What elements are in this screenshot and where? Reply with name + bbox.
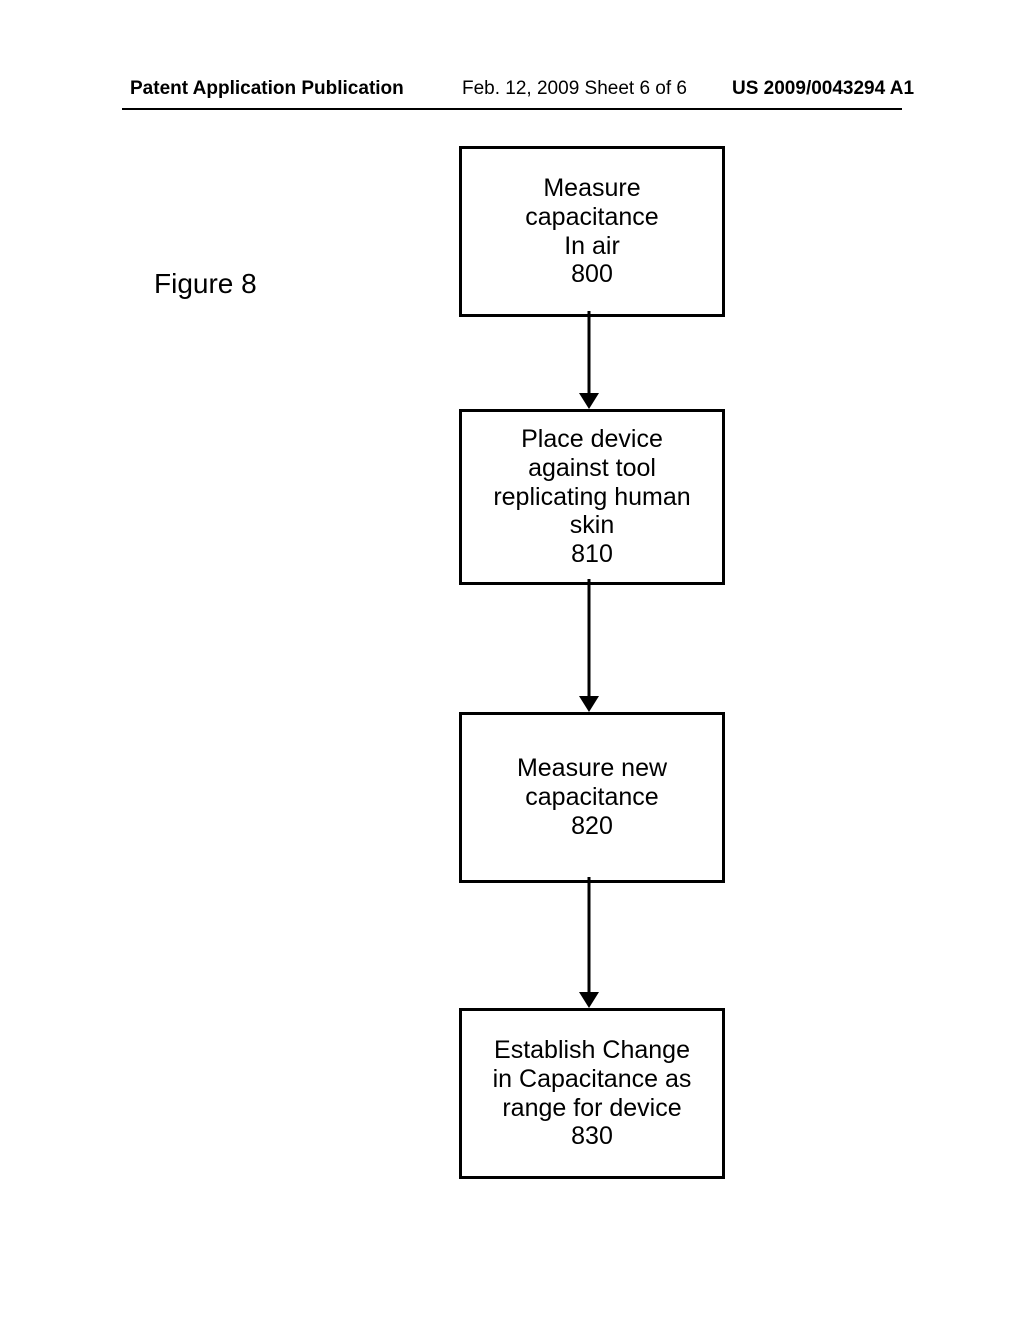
header-rule bbox=[122, 108, 902, 110]
flow-arrow bbox=[569, 311, 609, 409]
flow-box-line: Measure bbox=[543, 174, 640, 203]
flow-box-line: Place device bbox=[521, 425, 663, 454]
flow-box-box-800: MeasurecapacitanceIn air800 bbox=[459, 146, 725, 317]
flow-box-line: 800 bbox=[571, 260, 613, 289]
flow-box-line: Establish Change bbox=[494, 1036, 690, 1065]
flow-box-line: 830 bbox=[571, 1122, 613, 1151]
flow-box-box-810: Place deviceagainst toolreplicating huma… bbox=[459, 409, 725, 585]
flow-box-line: replicating human bbox=[493, 483, 690, 512]
flow-box-line: range for device bbox=[502, 1094, 681, 1123]
figure-label: Figure 8 bbox=[154, 268, 257, 300]
flow-arrow bbox=[569, 579, 609, 712]
flow-arrow bbox=[569, 877, 609, 1008]
flow-box-line: capacitance bbox=[525, 783, 658, 812]
flow-box-line: Measure new bbox=[517, 754, 667, 783]
header-left-text: Patent Application Publication bbox=[130, 78, 404, 100]
flow-box-line: 820 bbox=[571, 812, 613, 841]
flow-box-box-830: Establish Changein Capacitance asrange f… bbox=[459, 1008, 725, 1179]
flow-box-line: In air bbox=[564, 232, 620, 261]
flow-box-line: in Capacitance as bbox=[493, 1065, 692, 1094]
header-center-text: Feb. 12, 2009 Sheet 6 of 6 bbox=[462, 78, 687, 100]
flow-box-box-820: Measure newcapacitance820 bbox=[459, 712, 725, 883]
flow-box-line: against tool bbox=[528, 454, 656, 483]
flow-box-line: skin bbox=[570, 511, 614, 540]
page: Patent Application Publication Feb. 12, … bbox=[0, 0, 1024, 1320]
header-right-text: US 2009/0043294 A1 bbox=[732, 78, 914, 100]
flow-box-line: capacitance bbox=[525, 203, 658, 232]
flow-box-line: 810 bbox=[571, 540, 613, 569]
